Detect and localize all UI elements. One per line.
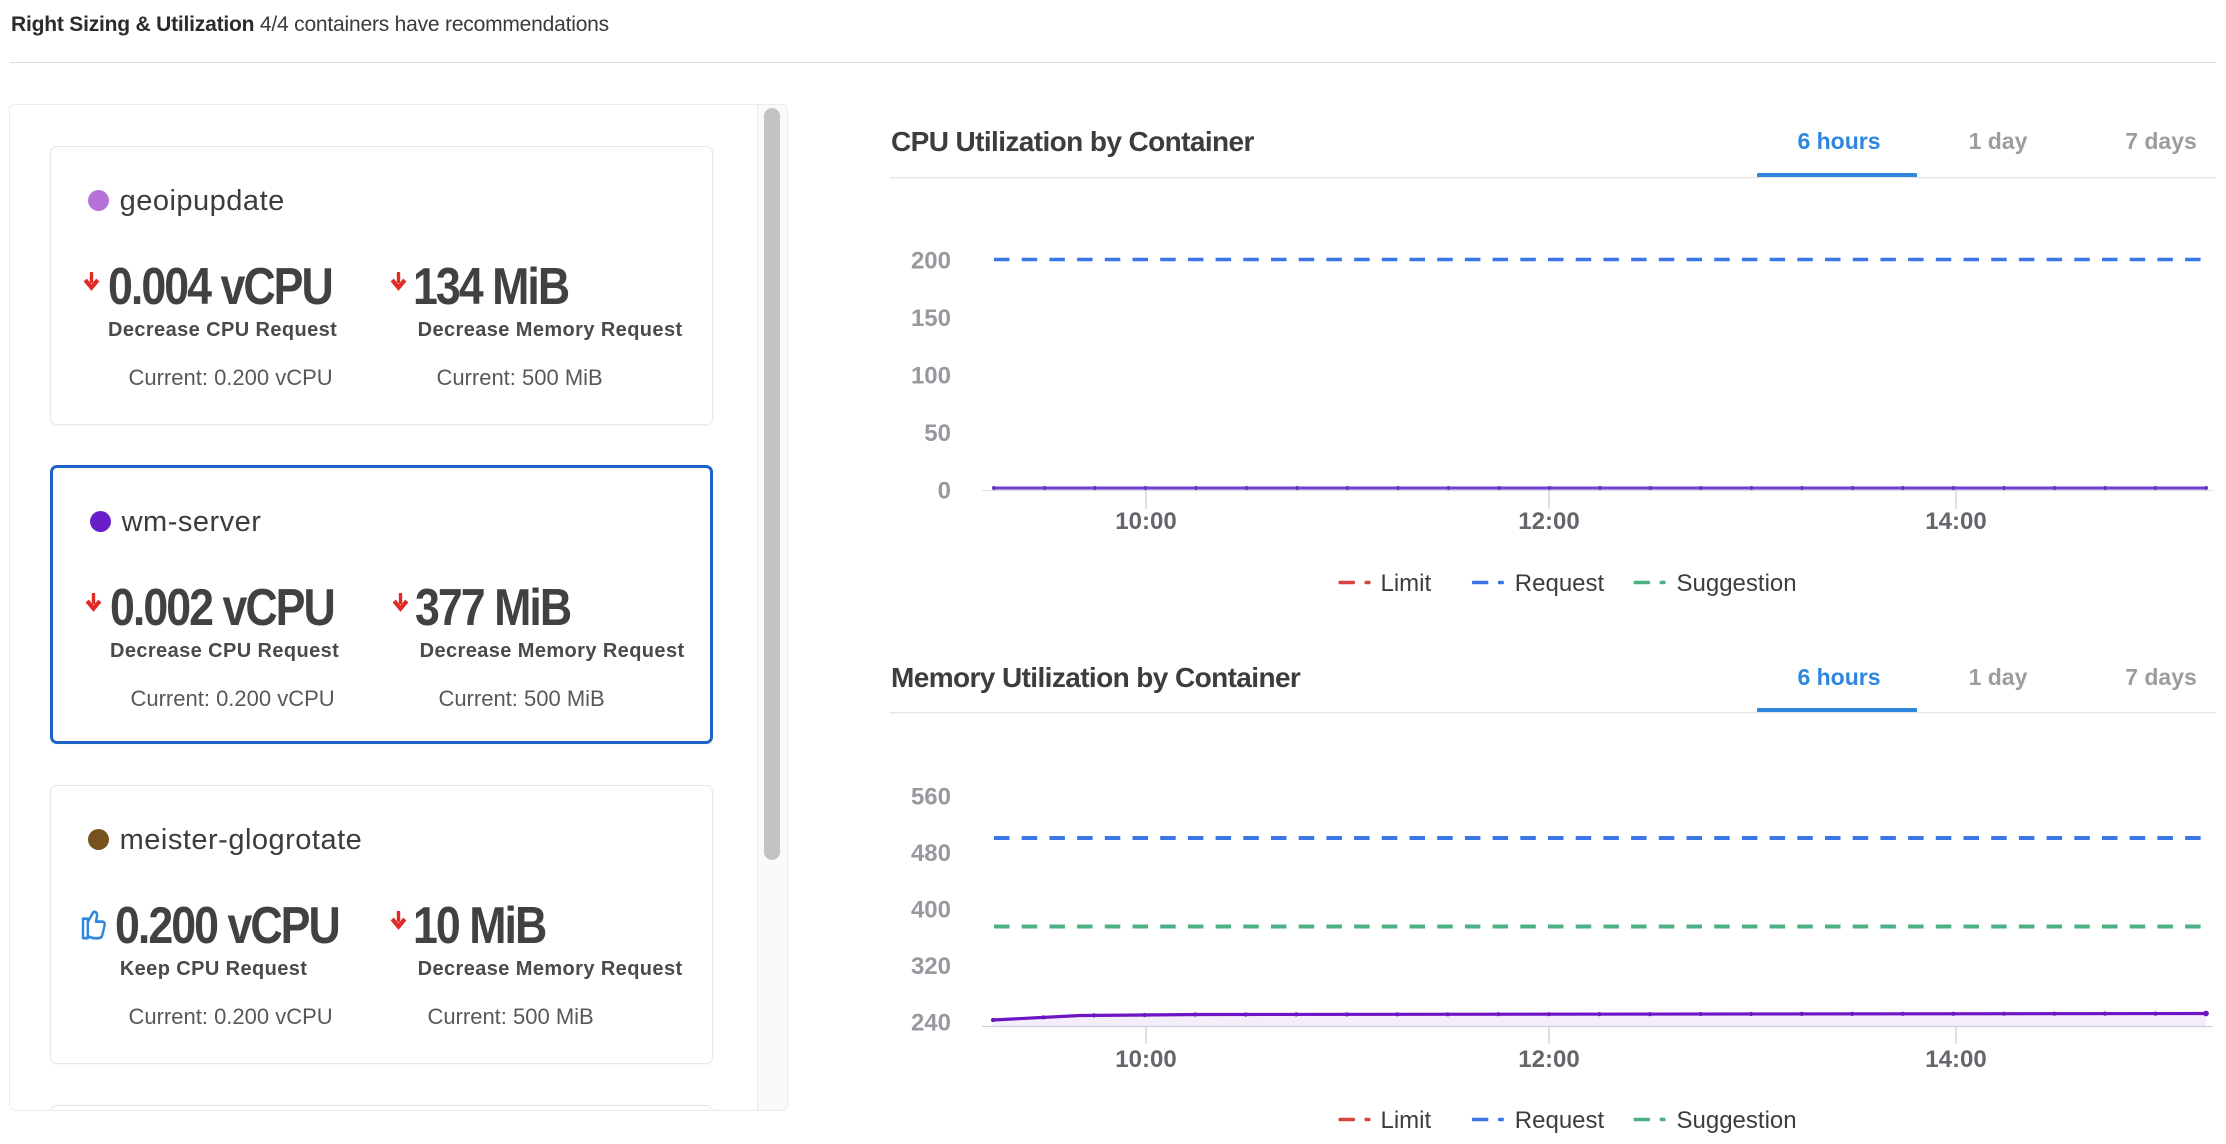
svg-text:12:00: 12:00 [1518, 1046, 1579, 1073]
svg-text:1 day: 1 day [1969, 128, 2028, 154]
svg-text:Suggestion: Suggestion [1677, 570, 1797, 597]
svg-text:6 hours: 6 hours [1797, 128, 1880, 154]
svg-text:12:00: 12:00 [1518, 508, 1579, 535]
svg-text:CPU Utilization by Container: CPU Utilization by Container [891, 126, 1254, 157]
svg-text:400: 400 [911, 897, 951, 924]
svg-text:Memory Utilization by Containe: Memory Utilization by Container [891, 662, 1301, 693]
svg-text:320: 320 [911, 953, 951, 980]
svg-text:14:00: 14:00 [1925, 1046, 1986, 1073]
svg-text:0: 0 [938, 478, 951, 505]
svg-text:560: 560 [911, 784, 951, 811]
svg-text:Limit: Limit [1381, 1107, 1432, 1134]
svg-text:Limit: Limit [1381, 570, 1432, 597]
svg-text:100: 100 [911, 363, 951, 390]
svg-text:Request: Request [1515, 570, 1605, 597]
svg-text:14:00: 14:00 [1925, 508, 1986, 535]
svg-text:Suggestion: Suggestion [1677, 1107, 1797, 1134]
svg-text:7 days: 7 days [2125, 128, 2197, 154]
svg-text:7 days: 7 days [2125, 664, 2197, 690]
svg-text:240: 240 [911, 1010, 951, 1037]
svg-text:10:00: 10:00 [1115, 1046, 1176, 1073]
svg-text:Request: Request [1515, 1107, 1605, 1134]
svg-text:480: 480 [911, 840, 951, 867]
svg-text:150: 150 [911, 305, 951, 332]
svg-text:1 day: 1 day [1969, 664, 2028, 690]
svg-text:6 hours: 6 hours [1797, 664, 1880, 690]
svg-text:200: 200 [911, 248, 951, 275]
svg-text:50: 50 [924, 420, 951, 447]
svg-text:10:00: 10:00 [1115, 508, 1176, 535]
